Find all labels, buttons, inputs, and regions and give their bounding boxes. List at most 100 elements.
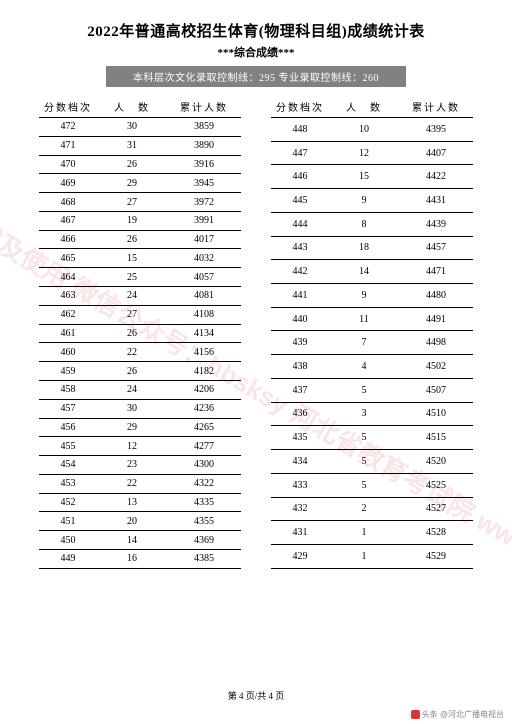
cell-cum: 4480	[399, 284, 473, 308]
cell-score: 437	[271, 378, 329, 402]
cell-cum: 3991	[167, 211, 241, 230]
cell-count: 30	[97, 399, 167, 418]
table-row: 447124407	[271, 141, 473, 165]
cell-score: 466	[39, 230, 97, 249]
cell-score: 458	[39, 380, 97, 399]
cell-score: 461	[39, 324, 97, 343]
table-row: 44594431	[271, 189, 473, 213]
cell-count: 29	[97, 174, 167, 193]
cell-cum: 4431	[399, 189, 473, 213]
cell-cum: 4385	[167, 549, 241, 568]
table-row: 43974498	[271, 331, 473, 355]
cell-cum: 4335	[167, 493, 241, 512]
table-row: 440114491	[271, 307, 473, 331]
cell-cum: 4507	[399, 378, 473, 402]
page-title: 2022年普通高校招生体育(物理科目组)成绩统计表	[28, 20, 484, 41]
table-row: 442144471	[271, 260, 473, 284]
table-row: 469293945	[39, 174, 241, 193]
cell-score: 443	[271, 236, 329, 260]
table-row: 458244206	[39, 380, 241, 399]
cell-count: 5	[329, 426, 399, 450]
table-row: 43554515	[271, 426, 473, 450]
cell-cum: 4300	[167, 456, 241, 475]
cell-score: 435	[271, 426, 329, 450]
cell-cum: 4032	[167, 249, 241, 268]
cell-count: 5	[329, 450, 399, 474]
cell-cum: 4081	[167, 287, 241, 306]
cell-cum: 4057	[167, 268, 241, 287]
cell-cum: 4322	[167, 474, 241, 493]
cell-cum: 4491	[399, 307, 473, 331]
cell-cum: 4156	[167, 343, 241, 362]
cell-cum: 4439	[399, 212, 473, 236]
cell-score: 434	[271, 450, 329, 474]
table-row: 453224322	[39, 474, 241, 493]
cell-count: 18	[329, 236, 399, 260]
col-cum: 累计人数	[399, 95, 473, 118]
cell-count: 9	[329, 189, 399, 213]
cell-count: 13	[97, 493, 167, 512]
col-score: 分数档次	[271, 95, 329, 118]
table-row: 44484439	[271, 212, 473, 236]
cell-cum: 4206	[167, 380, 241, 399]
table-row: 43844502	[271, 355, 473, 379]
cell-count: 19	[97, 211, 167, 230]
cell-count: 15	[97, 249, 167, 268]
cell-cum: 4515	[399, 426, 473, 450]
score-table-right: 分数档次 人 数 累计人数 44810439544712440744615442…	[271, 95, 473, 569]
table-row: 42914529	[271, 544, 473, 568]
cell-score: 444	[271, 212, 329, 236]
cell-count: 10	[329, 118, 399, 142]
cell-cum: 3890	[167, 136, 241, 155]
cell-cum: 4355	[167, 512, 241, 531]
table-row: 449164385	[39, 549, 241, 568]
col-count: 人 数	[329, 95, 399, 118]
cell-count: 27	[97, 193, 167, 212]
cell-score: 447	[271, 141, 329, 165]
table-row: 466264017	[39, 230, 241, 249]
cell-cum: 4108	[167, 305, 241, 324]
cell-cum: 4510	[399, 402, 473, 426]
cell-count: 26	[97, 362, 167, 381]
table-row: 457304236	[39, 399, 241, 418]
cell-cum: 4017	[167, 230, 241, 249]
table-row: 467193991	[39, 211, 241, 230]
cell-count: 24	[97, 380, 167, 399]
cell-cum: 4502	[399, 355, 473, 379]
cell-count: 24	[97, 287, 167, 306]
cell-score: 452	[39, 493, 97, 512]
cell-count: 9	[329, 284, 399, 308]
cell-cum: 4529	[399, 544, 473, 568]
page: 未经授权严禁转载及使用 微信公众号：hbsksy 河北省教育考试院 www.he…	[0, 0, 512, 724]
cell-cum: 4520	[399, 450, 473, 474]
cell-score: 449	[39, 549, 97, 568]
table-row: 462274108	[39, 305, 241, 324]
cell-count: 31	[97, 136, 167, 155]
col-count: 人 数	[97, 95, 167, 118]
cell-count: 26	[97, 324, 167, 343]
cell-count: 26	[97, 230, 167, 249]
cell-count: 4	[329, 355, 399, 379]
cell-score: 454	[39, 456, 97, 475]
cell-count: 1	[329, 521, 399, 545]
cell-cum: 3972	[167, 193, 241, 212]
score-table-left: 分数档次 人 数 累计人数 47230385947131389047026391…	[39, 95, 241, 569]
cell-count: 3	[329, 402, 399, 426]
cell-count: 12	[329, 141, 399, 165]
table-row: 43454520	[271, 450, 473, 474]
cell-cum: 4407	[399, 141, 473, 165]
cell-score: 429	[271, 544, 329, 568]
table-row: 448104395	[271, 118, 473, 142]
cell-score: 440	[271, 307, 329, 331]
cell-score: 467	[39, 211, 97, 230]
cell-cum: 4182	[167, 362, 241, 381]
cell-cum: 3945	[167, 174, 241, 193]
cell-score: 431	[271, 521, 329, 545]
cell-count: 8	[329, 212, 399, 236]
table-row: 456294265	[39, 418, 241, 437]
cell-count: 23	[97, 456, 167, 475]
table-header-row: 分数档次 人 数 累计人数	[39, 95, 241, 118]
cell-count: 30	[97, 118, 167, 137]
cell-score: 450	[39, 531, 97, 550]
cell-score: 472	[39, 118, 97, 137]
